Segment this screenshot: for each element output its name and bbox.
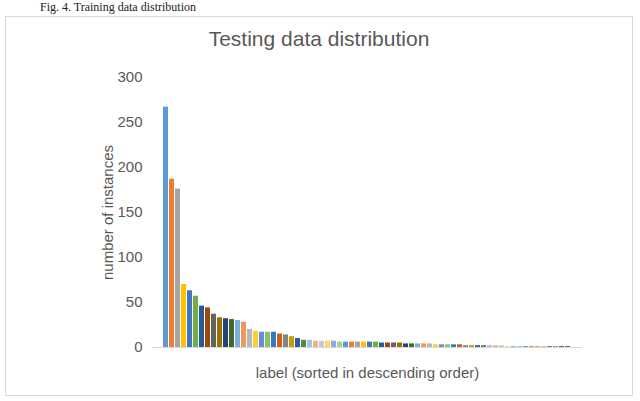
svg-text:0: 0 [134, 338, 142, 355]
svg-text:label (sorted in descending or: label (sorted in descending order) [256, 364, 479, 381]
svg-text:150: 150 [117, 203, 142, 220]
html-text:Testing data distribution: Testing data distribution [208, 27, 430, 50]
svg-text:200: 200 [117, 158, 142, 175]
svg-text:300: 300 [117, 68, 142, 85]
html-text:Fig. 4. Training data distribu: Fig. 4. Training data distribution [40, 0, 196, 14]
svg-text:50: 50 [126, 293, 143, 310]
svg-text:100: 100 [117, 248, 142, 265]
svg-text:number of instances: number of instances [99, 145, 116, 280]
svg-text:250: 250 [117, 113, 142, 130]
